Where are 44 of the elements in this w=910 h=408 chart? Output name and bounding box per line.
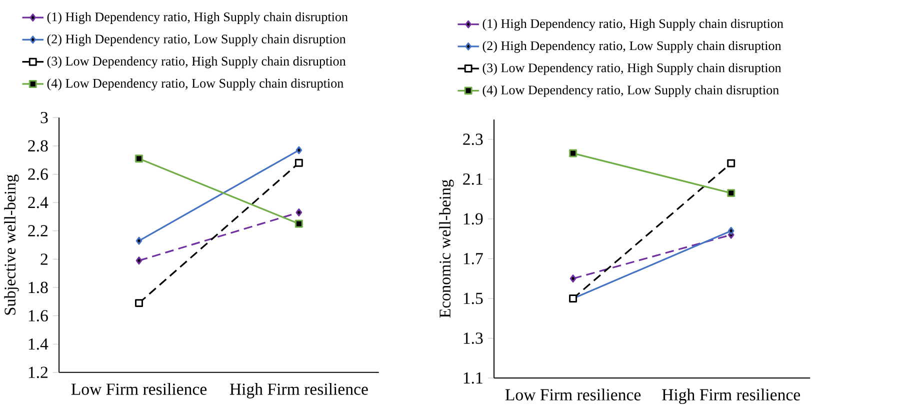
point [136, 256, 142, 265]
legend-label: (3) Low Dependency ratio, High Supply chain disruption [47, 56, 346, 68]
legend-label: (4) Low Dependency ratio, Low Supply chain disruption [47, 78, 344, 90]
point [296, 146, 302, 154]
y-tick-label: 1.6 [28, 310, 48, 322]
y-axis-title: Subjective well-being [4, 174, 19, 315]
y-tick-label: 2.4 [28, 196, 48, 208]
legend-label: (1) High Dependency ratio, High Supply chain disruption [47, 12, 348, 24]
legend-label: (4) Low Dependency ratio, Low Supply chain disruption [482, 85, 779, 98]
point [296, 208, 302, 216]
point [294, 220, 303, 228]
legend-label: (2) High Dependency ratio, Low Supply chain disruption [47, 34, 346, 46]
y-tick-label: 2 [40, 254, 48, 265]
y-tick-label: 3 [40, 112, 48, 124]
y-tick-label: 2.3 [463, 134, 483, 146]
y-tick-label: 1.4 [28, 338, 48, 350]
y-tick-label: 1.5 [464, 292, 483, 304]
point [294, 158, 303, 167]
x-tick-label: High Firm resilience [230, 383, 368, 398]
y-tick-label: 1.2 [28, 366, 48, 378]
x-tick-label: Low Firm resilience [505, 388, 641, 400]
y-tick-label: 1.9 [464, 213, 483, 225]
y-tick-label: 2.1 [463, 173, 482, 185]
point [727, 189, 736, 198]
legend-label: (2) High Dependency ratio, Low Supply chain disruption [482, 40, 782, 53]
point [570, 274, 576, 283]
point [136, 236, 142, 245]
point [135, 299, 143, 308]
y-tick-label: 1.7 [464, 253, 483, 264]
y-tick-label: 2.6 [28, 168, 48, 180]
y-tick-label: 1.8 [28, 282, 48, 294]
point [728, 226, 734, 235]
point [727, 159, 736, 168]
y-tick-label: 2.8 [28, 140, 48, 152]
y-tick-label: 1.1 [464, 372, 482, 384]
point [569, 149, 578, 158]
point [135, 154, 143, 163]
legend-label: (3) Low Dependency ratio, High Supply chain disruption [482, 63, 782, 75]
legend-label: (1) High Dependency ratio, High Supply chain disruption [482, 18, 784, 31]
y-tick-label: 1.3 [464, 332, 483, 344]
y-tick-label: 2.2 [28, 225, 48, 237]
y-axis-title: Economic well-being [439, 180, 454, 318]
x-tick-label: High Firm resilience [662, 388, 800, 404]
x-tick-label: Low Firm resilience [71, 383, 207, 395]
